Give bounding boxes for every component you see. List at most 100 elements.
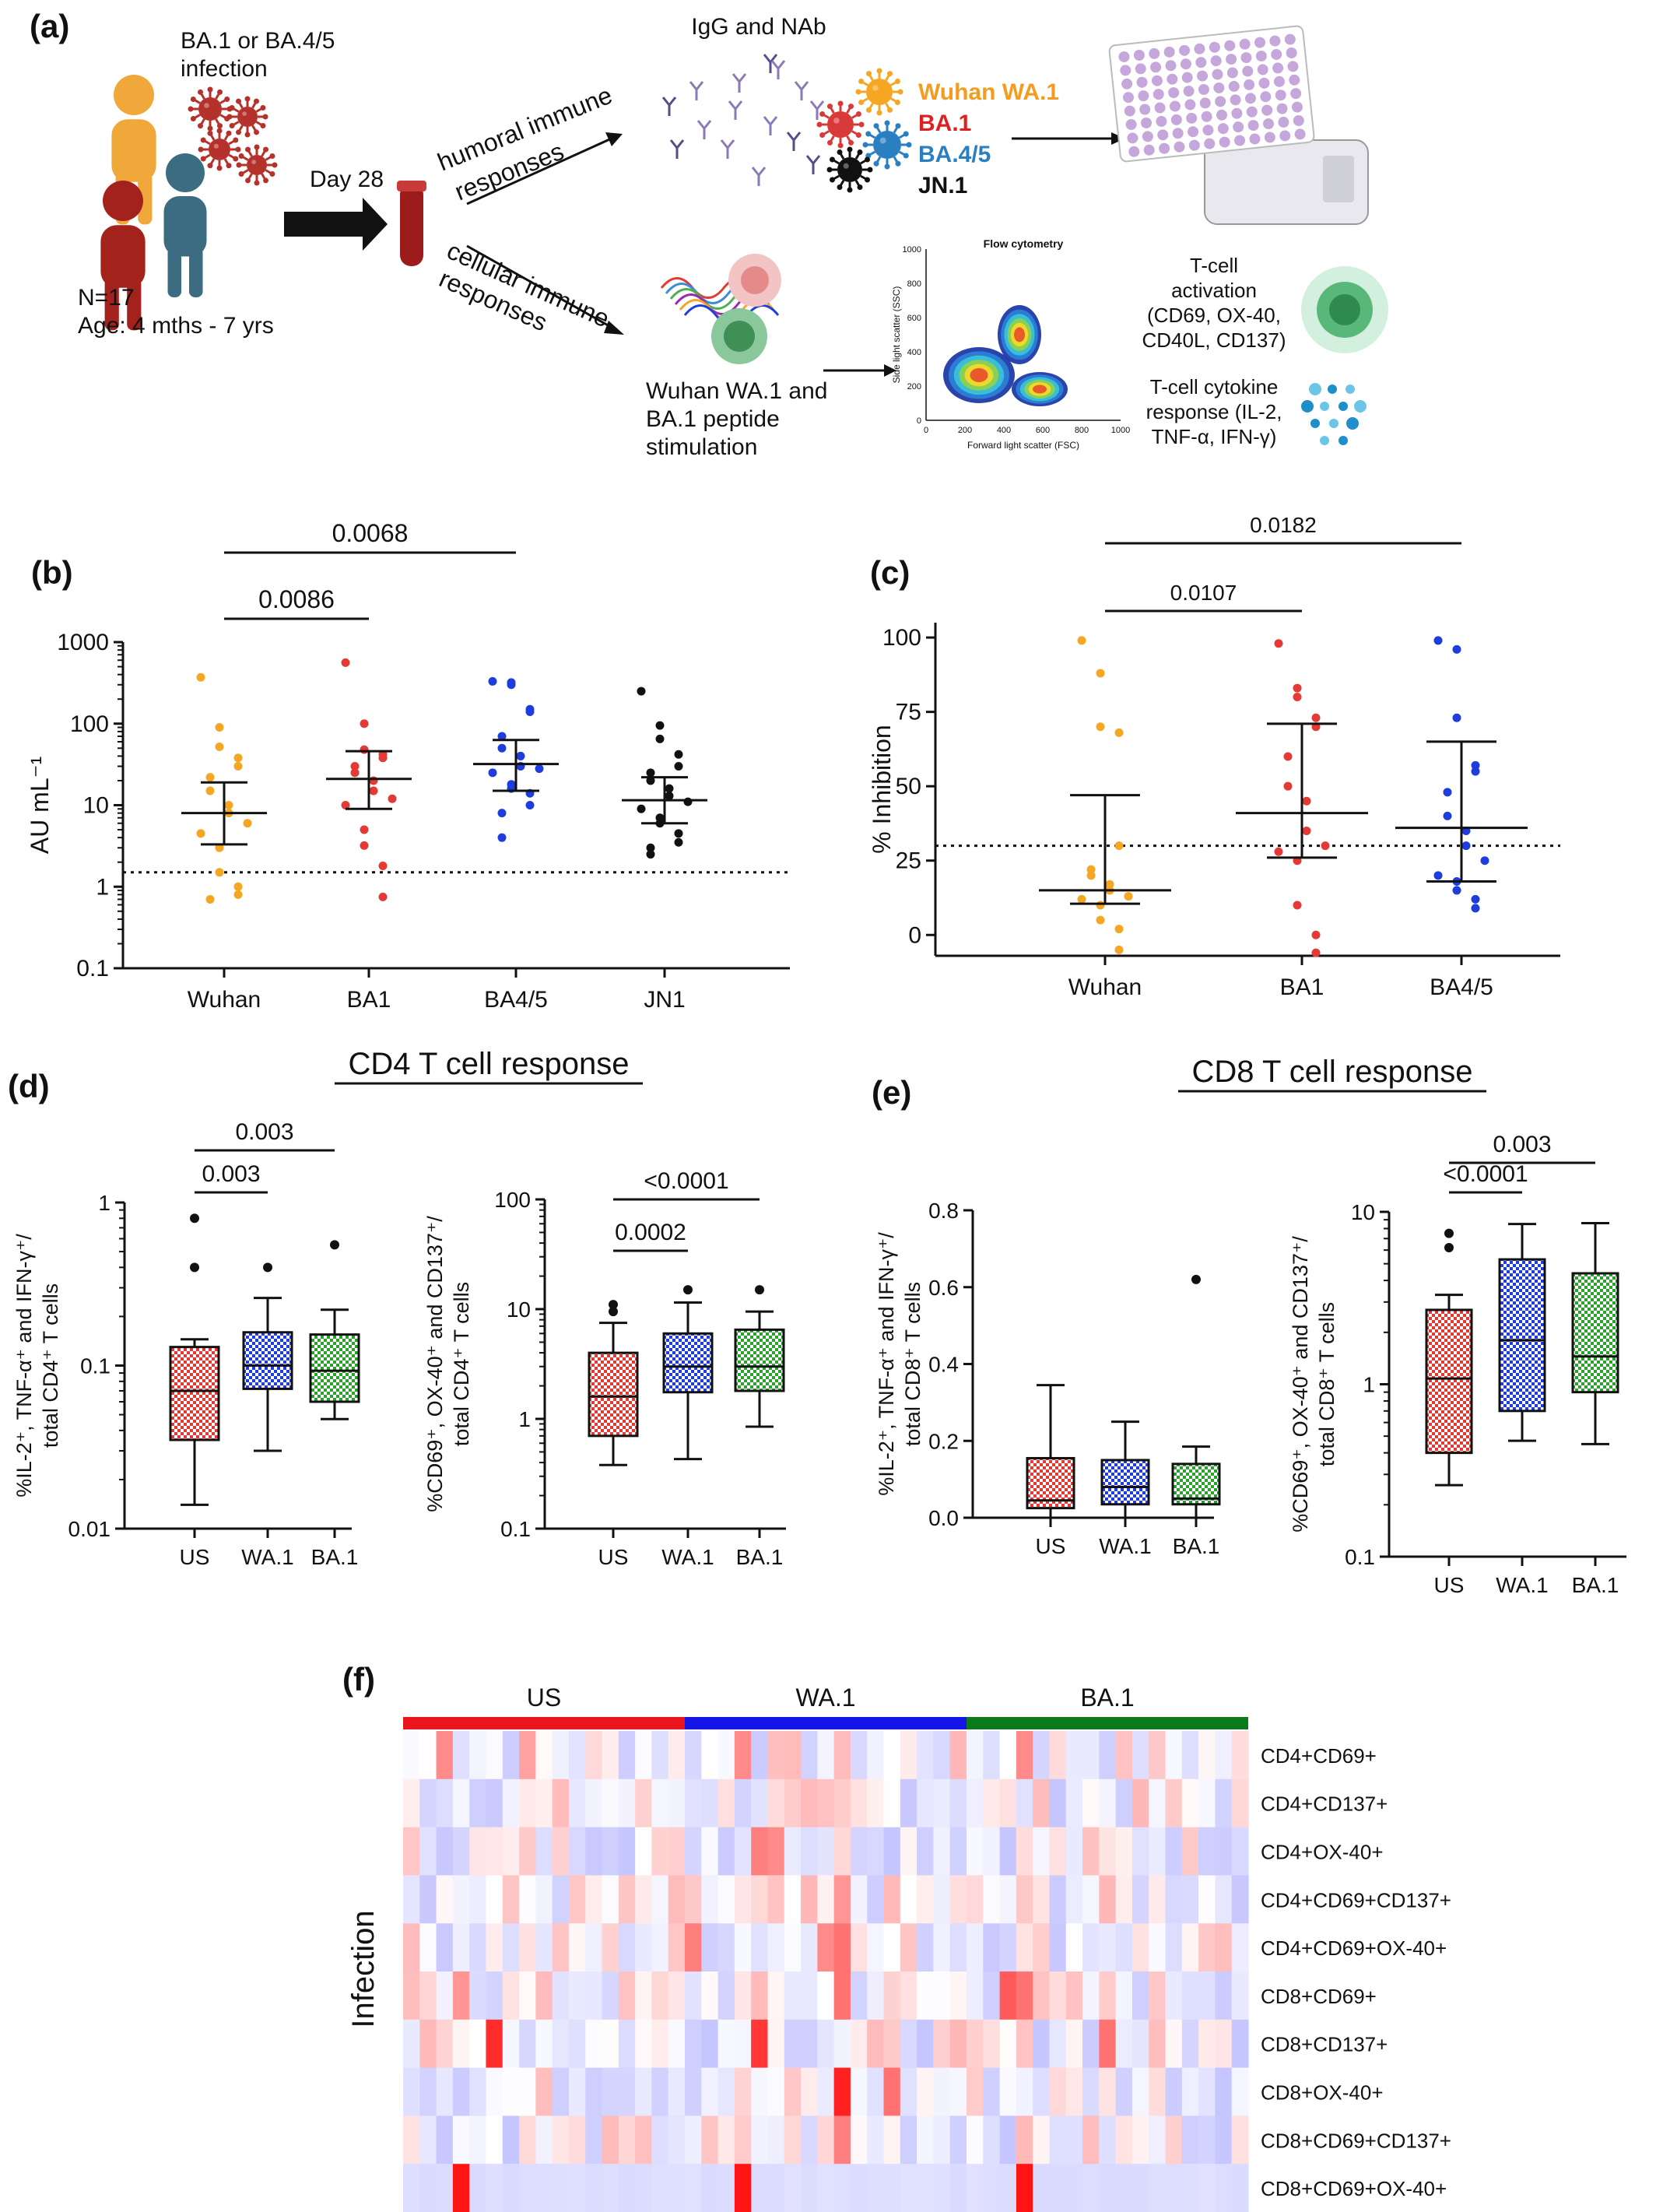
- f-heatmap-cell: [1065, 1971, 1083, 2021]
- blood-tube-cap: [397, 181, 426, 191]
- f-heatmap-cell: [486, 1827, 503, 1876]
- f-heatmap-cell: [436, 1875, 454, 1924]
- plate-well: [1201, 111, 1212, 122]
- antibody-icon: [805, 155, 821, 174]
- e-left-x-tick-label: WA.1: [1099, 1534, 1151, 1558]
- flow-xlabel: Forward light scatter (FSC): [967, 440, 1079, 451]
- plate-well: [1128, 146, 1140, 157]
- virus-spike-tip: [260, 105, 266, 111]
- well-plate-icon: [1108, 25, 1315, 163]
- virus-spike-tip: [873, 123, 879, 129]
- plate-well: [1165, 60, 1177, 72]
- f-heatmap-cell: [850, 2067, 868, 2116]
- f-heatmap-cell: [651, 1731, 669, 1780]
- cytokine-label: TNF-α, IFN-γ): [1152, 425, 1277, 448]
- plate-well: [1276, 103, 1288, 114]
- f-heatmap-cell: [618, 1875, 636, 1924]
- antibody-arm: [661, 97, 671, 106]
- f-heatmap-cell: [983, 1875, 1001, 1924]
- f-heatmap-cell: [635, 2164, 653, 2212]
- f-heatmap-cell: [602, 2067, 619, 2116]
- f-heatmap-cell: [1198, 2019, 1216, 2069]
- f-heatmap-cell: [602, 1778, 619, 1828]
- virus-core: [827, 111, 854, 138]
- f-heatmap-cell: [883, 1731, 901, 1780]
- d-left-box: [242, 1331, 293, 1390]
- plate-well: [1127, 132, 1138, 144]
- f-heatmap-cell: [817, 2164, 835, 2212]
- arrow-line: [466, 135, 616, 205]
- f-heatmap-cell: [867, 2067, 885, 2116]
- f-heatmap-cell: [452, 2067, 470, 2116]
- f-heatmap-cell: [403, 1731, 420, 1780]
- virus-spike-tip: [236, 162, 242, 168]
- f-heatmap-cell: [618, 1778, 636, 1828]
- b-cmp-pvalue: 0.0086: [258, 585, 335, 613]
- activation-label: CD40L, CD137): [1142, 328, 1286, 352]
- f-heatmap-cell: [801, 1971, 818, 2021]
- c-data-point: [1274, 639, 1283, 648]
- f-heatmap-cell: [1082, 1923, 1100, 1972]
- f-heatmap-cell: [1181, 1875, 1199, 1924]
- f-heatmap-cell: [568, 1778, 586, 1828]
- f-heatmap-cell: [949, 2067, 967, 2116]
- f-heatmap-cell: [967, 1778, 984, 1828]
- f-heatmap-cell: [917, 2067, 935, 2116]
- flow-population: [998, 305, 1041, 364]
- f-heatmap-cell: [1149, 1827, 1167, 1876]
- f-heatmap-cell: [867, 2019, 885, 2069]
- f-heatmap-cell: [817, 1971, 835, 2021]
- f-heatmap-cell: [1082, 1875, 1100, 1924]
- f-heatmap-cell: [452, 1875, 470, 1924]
- f-heatmap-cell: [967, 1731, 984, 1780]
- f-heatmap-cell: [635, 2115, 653, 2165]
- f-heatmap-cell: [1131, 2115, 1149, 2165]
- f-heatmap-cell: [469, 1778, 487, 1828]
- virus-spike-tip: [873, 160, 879, 167]
- f-heatmap-cell: [403, 1923, 420, 1972]
- person-leg: [127, 277, 142, 331]
- f-heatmap-cell: [1165, 1875, 1183, 1924]
- f-heatmap-cell: [1099, 1971, 1117, 2021]
- b-data-point: [233, 753, 243, 763]
- person-head: [166, 153, 205, 192]
- f-heatmap-cell: [486, 2067, 503, 2116]
- virus-spike-tip: [847, 146, 853, 153]
- f-heatmap-cell: [1231, 1971, 1249, 2021]
- f-heatmap-cell: [502, 2164, 520, 2212]
- virus-spike-tip: [895, 160, 901, 167]
- virus-spike-tip: [858, 100, 865, 105]
- b-data-point: [205, 786, 215, 795]
- e-right-y-tick-label: 0.1: [1345, 1545, 1375, 1569]
- antibody-icon: [786, 132, 802, 151]
- arrowhead: [884, 364, 896, 377]
- c-data-point: [1274, 847, 1283, 856]
- stimulation-label: BA.1 peptide: [646, 406, 780, 432]
- antibody-arm: [777, 60, 786, 69]
- f-heatmap-cell: [1049, 1875, 1067, 1924]
- f-heatmap-cell: [833, 1827, 851, 1876]
- virus-spike-tip: [226, 130, 232, 136]
- virus-icon: [236, 144, 278, 186]
- e-left-y-tick-label: 0.0: [928, 1506, 959, 1530]
- f-heatmap-cell: [983, 2019, 1001, 2069]
- f-heatmap-cell: [668, 1731, 686, 1780]
- f-heatmap-cell: [833, 2067, 851, 2116]
- plate-well: [1269, 35, 1281, 47]
- f-heatmap-cell: [751, 2115, 769, 2165]
- f-heatmap-cell: [685, 1731, 702, 1780]
- f-heatmap-cell: [685, 2067, 702, 2116]
- f-heatmap-cell: [701, 1923, 719, 1972]
- flow-ytick: 200: [907, 382, 921, 391]
- f-heatmap-cell: [1165, 1731, 1183, 1780]
- f-heatmap-cell: [519, 1875, 536, 1924]
- virus-spike-tip: [865, 131, 872, 137]
- cytokine-icon: [1354, 400, 1367, 413]
- f-heatmap-cell: [651, 2115, 669, 2165]
- f-heatmap-cell: [767, 1827, 785, 1876]
- f-heatmap-cell: [1115, 2164, 1133, 2212]
- f-heatmap-cell: [618, 1827, 636, 1876]
- virus-spike-tip: [837, 149, 843, 155]
- virus-spike-tip: [272, 162, 278, 168]
- virus-spike-tip: [244, 96, 251, 102]
